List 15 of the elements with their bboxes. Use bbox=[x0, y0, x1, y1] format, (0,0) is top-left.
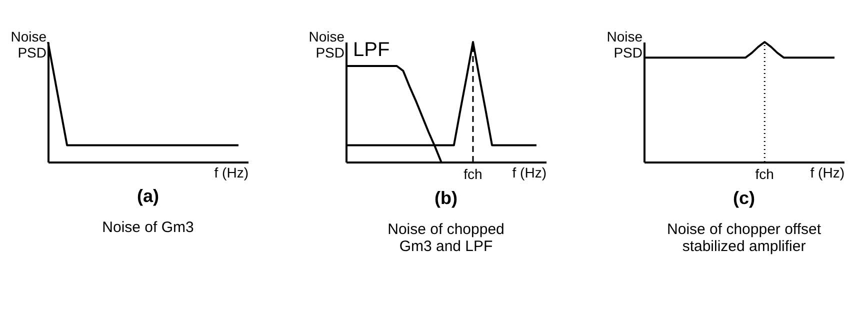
x-axis-title: f (Hz) bbox=[512, 164, 546, 180]
series-label: LPF bbox=[353, 39, 390, 61]
text: fch bbox=[755, 166, 774, 182]
text: Noise of Gm3 bbox=[102, 219, 194, 236]
y-axis-title: Noise PSD bbox=[308, 28, 345, 60]
x-axis-title: f (Hz) bbox=[810, 164, 844, 180]
text: (c) bbox=[733, 188, 756, 208]
text: Noise of chopped Gm3 and LPF bbox=[388, 221, 504, 255]
y-axis-title: Noise PSD bbox=[10, 28, 47, 60]
text: (a) bbox=[137, 186, 160, 206]
x-axis-title: f (Hz) bbox=[214, 164, 248, 180]
text: Noise of chopper offset stabilized amplifier bbox=[667, 221, 822, 255]
y-axis-title: Noise PSD bbox=[606, 28, 643, 60]
text: (b) bbox=[434, 188, 458, 208]
text: fch bbox=[464, 166, 482, 182]
